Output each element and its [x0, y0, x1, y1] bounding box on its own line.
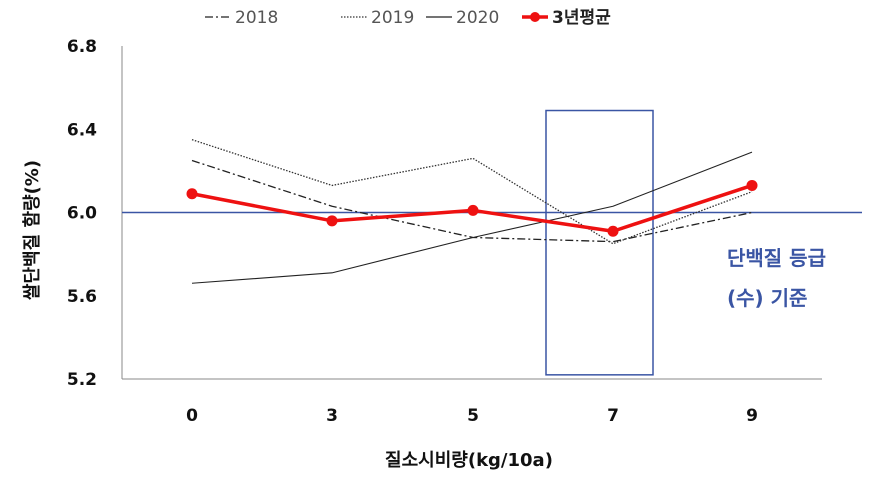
data-point-3년평균	[326, 215, 338, 227]
series-lines	[186, 139, 758, 284]
x-tick-label: 7	[607, 406, 619, 426]
legend-label-2018: 2018	[235, 8, 278, 28]
y-tick-label: 6.4	[67, 120, 97, 140]
x-tick-labels: 0 3 5 7 9	[186, 406, 758, 426]
data-point-3년평균	[746, 179, 758, 191]
data-point-3년평균	[467, 204, 479, 216]
legend: 2018 2019 2020 3년평균	[205, 8, 611, 28]
y-tick-label: 5.6	[67, 287, 97, 307]
highlight-box	[545, 109, 654, 376]
x-tick-label: 3	[326, 406, 338, 426]
x-tick-label: 9	[746, 406, 758, 426]
y-axis-title: 쌀단백질 함량(%)	[21, 160, 43, 300]
y-tick-labels: 5.2 5.6 6.0 6.4 6.8	[67, 37, 97, 390]
data-point-3년평균	[607, 225, 619, 237]
annotation-line2: (수) 기준	[727, 286, 807, 310]
legend-label-3년평균: 3년평균	[552, 8, 611, 28]
x-tick-label: 5	[467, 406, 479, 426]
legend-label-2020: 2020	[456, 8, 499, 28]
series-line-2018	[191, 159, 753, 243]
legend-label-2019: 2019	[371, 8, 414, 28]
data-point-3년평균	[186, 188, 198, 200]
series-line-2020	[191, 151, 753, 284]
series-line-2019	[191, 139, 753, 245]
x-axis-title: 질소시비량(kg/10a)	[385, 450, 553, 471]
annotation-line1: 단백질 등급	[727, 246, 826, 270]
legend-marker-3년평균	[530, 12, 540, 22]
x-tick-label: 0	[186, 406, 198, 426]
y-tick-label: 6.0	[67, 204, 97, 224]
y-tick-label: 6.8	[67, 37, 97, 57]
y-tick-label: 5.2	[67, 370, 97, 390]
